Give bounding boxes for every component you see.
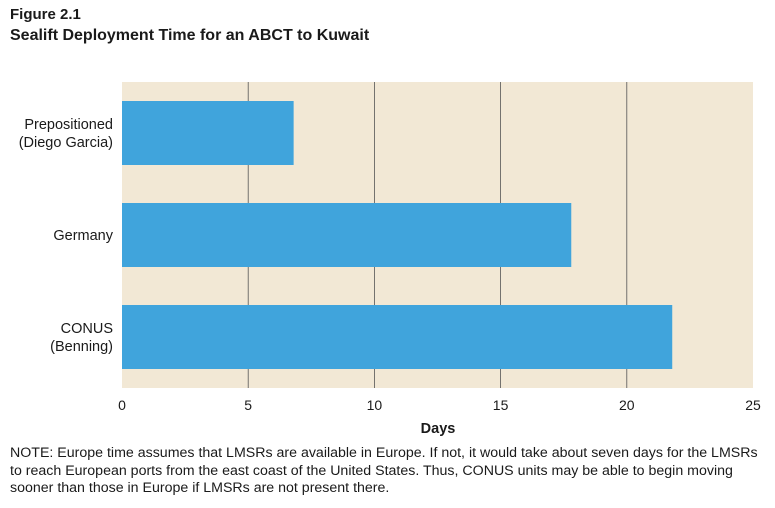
figure-title: Sealift Deployment Time for an ABCT to K…	[10, 27, 370, 44]
bar-chart: Prepositioned (Diego Garcia) Germany CONUS (…	[19, 82, 761, 437]
bar	[122, 101, 294, 165]
figure-label: Figure 2.1	[10, 6, 81, 23]
bar	[122, 203, 572, 267]
figure-note: NOTE: Europe time assumes that LMSRs are…	[10, 445, 758, 496]
bars	[122, 101, 673, 369]
category-label: CONUS	[61, 321, 113, 337]
category-labels: Prepositioned (Diego Garcia) Germany CONUS (…	[19, 117, 114, 355]
x-tick-label: 25	[745, 397, 761, 413]
x-tick-label: 0	[118, 397, 126, 413]
category-label: (Diego Garcia)	[19, 135, 113, 151]
category-label: Germany	[53, 228, 113, 244]
x-tick-label: 5	[244, 397, 252, 413]
bar	[122, 305, 673, 369]
x-tick-label: 20	[619, 397, 635, 413]
x-tick-label: 10	[367, 397, 383, 413]
category-label: Prepositioned	[24, 117, 113, 133]
x-tick-labels: 0 5 10 15 20 25	[118, 397, 761, 413]
x-tick-label: 15	[493, 397, 509, 413]
x-axis-title: Days	[421, 421, 456, 437]
category-label: (Benning)	[50, 339, 113, 355]
